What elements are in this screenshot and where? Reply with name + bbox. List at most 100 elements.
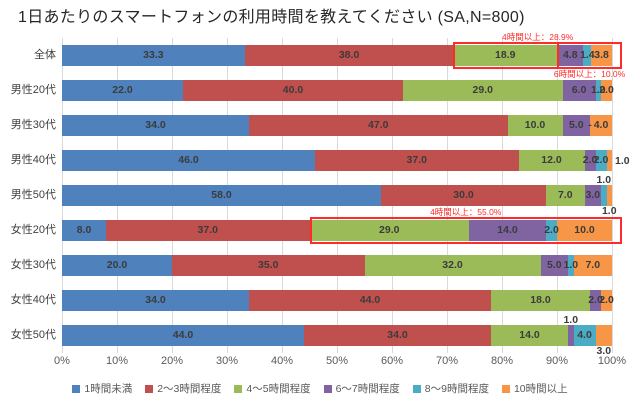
bar-value-label: 20.0 <box>106 259 128 272</box>
chart-row: 女性50代 44.0 34.0 14.0 1.0 4.0 3.0 <box>11 315 612 356</box>
bar-value-label: - <box>588 119 592 132</box>
bar-segment: 46.0 <box>62 150 315 171</box>
bar-track: 46.0 37.0 12.0 2.0 2.0 1.0 <box>62 150 630 171</box>
bar-value-label: 4.8 <box>562 49 578 62</box>
bar-value-label: 8.0 <box>76 224 92 237</box>
x-tick-label: 0% <box>54 355 70 367</box>
legend-item: 6〜7時間程度 <box>323 381 400 396</box>
bar-segment: 7.0 <box>573 255 612 276</box>
category-label: 男性20代 <box>10 84 56 96</box>
legend-swatch-icon <box>145 384 154 393</box>
legend-swatch-icon <box>72 384 81 393</box>
bar-segment: 2.0 <box>582 150 598 171</box>
bar-segment: 38.0 <box>244 45 454 66</box>
x-tick-label: 20% <box>160 355 184 367</box>
bar-value-label: 46.0 <box>178 154 199 167</box>
bar-value-label: 2.0 <box>582 154 598 167</box>
legend-label: 4〜5時間程度 <box>246 383 311 395</box>
bar-track: 22.0 40.0 29.0 6.0 1.0 2.0 <box>62 80 614 101</box>
bar-value-label: 1.0 <box>590 84 606 97</box>
bar-value-label: 32.0 <box>442 259 463 272</box>
bar-segment: 1.0 <box>602 185 617 216</box>
bar-track: 8.0 37.0 29.0 14.0 2.0 10.0 4時間以上：55.0% <box>62 207 622 244</box>
bar-track: 34.0 47.0 10.0 5.0-4.0 <box>62 115 612 136</box>
bar-value-label: 29.0 <box>472 84 493 97</box>
legend-item: 4〜5時間程度 <box>234 381 311 396</box>
bar-segment: 47.0 <box>249 115 508 136</box>
bar-value-label: 58.0 <box>211 189 232 202</box>
bar-segment: 1.0 <box>596 175 611 206</box>
bar-segment: 32.0 <box>364 255 541 276</box>
annotation-box: 4時間以上：55.0% <box>309 207 622 244</box>
x-tick-label: 40% <box>270 355 294 367</box>
chart-row: 男性30代 34.0 47.0 10.0 5.0-4.0 <box>11 115 612 136</box>
bar-value-label: 2.0 <box>599 84 614 97</box>
bar-segment: 4.8 <box>557 45 584 66</box>
chart-row: 全体 33.3 38.0 18.9 4.8 1.4 3.8 4時間以上：28.9% 6時間以上：… <box>34 32 625 78</box>
bar-segment: 34.0 <box>62 290 249 311</box>
bar-segment: 1.0 <box>563 315 578 346</box>
bar-segment: 29.0 <box>309 220 469 241</box>
bar-value-label: 44.0 <box>172 329 194 342</box>
bar-segment: 29.0 <box>403 80 563 101</box>
category-label: 女性40代 <box>10 294 56 306</box>
bar-segment: 18.9 <box>453 45 558 66</box>
bar-value-label: 1.0 <box>596 174 612 186</box>
bar-segment: 1.0 <box>563 255 578 276</box>
x-tick-label: 50% <box>325 355 349 367</box>
chart-row: 女性40代 34.0 44.0 18.0 2.0 2.0 <box>11 290 614 311</box>
bar-value-label: 37.0 <box>406 154 427 167</box>
bar-segment: 1.0 <box>591 80 606 101</box>
legend-item: 10時間以上 <box>501 381 568 396</box>
x-tick-label: 60% <box>380 355 404 367</box>
bar-track: 33.3 38.0 18.9 4.8 1.4 3.8 4時間以上：28.9% 6時間以上：10… <box>62 32 625 78</box>
bar-segment: 18.0 <box>491 290 590 311</box>
bar-segment: 14.0 <box>469 220 546 241</box>
legend-item: 1時間未満 <box>72 381 132 396</box>
bar-segment: 5.0 <box>562 115 590 136</box>
category-label: 女性50代 <box>10 329 56 341</box>
bar-value-label: 44.0 <box>359 294 381 307</box>
gridline <box>612 38 613 353</box>
legend-label: 10時間以上 <box>513 383 568 395</box>
bar-segment: 44.0 <box>249 290 491 311</box>
bar-value-label: 40.0 <box>282 84 304 97</box>
legend-label: 8〜9時間程度 <box>424 383 489 395</box>
bar-segment: 2.0 <box>599 80 614 101</box>
bar-segment: 4.0 <box>590 115 612 136</box>
bar-value-label: 47.0 <box>368 119 389 132</box>
bar-segment: 3.8 <box>591 45 612 66</box>
x-tick-label: 70% <box>435 355 459 367</box>
category-label: 女性30代 <box>10 259 56 271</box>
legend-swatch-icon <box>323 384 332 393</box>
legend-item: 8〜9時間程度 <box>412 381 489 396</box>
bar-track: 58.0 30.0 7.0 3.0 1.0 1.0 <box>62 175 617 216</box>
bar-value-label: 3.8 <box>594 49 609 62</box>
bar-segment: 4.0 <box>573 325 596 346</box>
bar-value-label: 2.0 <box>544 224 559 237</box>
category-label: 男性40代 <box>10 154 56 166</box>
annotation-box: 6時間以上：10.0% <box>554 42 625 78</box>
bar-value-label: 10.0 <box>574 224 595 237</box>
bar-value-label: 2.0 <box>599 294 614 307</box>
chart-row: 男性40代 46.0 37.0 12.0 2.0 2.0 1.0 <box>11 150 630 171</box>
bar-value-label: 33.3 <box>143 49 164 62</box>
bar-segment: 37.0 <box>106 220 310 241</box>
category-label: 男性30代 <box>10 119 56 131</box>
bar-value-label: 18.0 <box>530 294 551 307</box>
bar-value-label: 10.0 <box>524 119 546 132</box>
bar-value-label: 37.0 <box>197 224 218 237</box>
chart-row: 男性20代 22.0 40.0 29.0 6.0 1.0 2.0 <box>11 80 614 101</box>
bar-segment: 58.0 <box>62 185 381 206</box>
bar-value-label: 14.0 <box>519 329 540 342</box>
bar-segment: 8.0 <box>62 220 106 241</box>
bar-segment: 44.0 <box>62 325 304 346</box>
bar-track: 44.0 34.0 14.0 1.0 4.0 3.0 <box>62 315 612 356</box>
legend-swatch-icon <box>234 384 243 393</box>
x-tick-label: 100% <box>597 355 627 367</box>
bar-segment: 3.0 <box>595 325 612 356</box>
bar-segment: 6.0 <box>562 80 596 101</box>
bar-segment: 10.0 <box>507 115 563 136</box>
bar-segment: 34.0 <box>62 115 249 136</box>
bar-value-label: 34.0 <box>145 119 166 132</box>
